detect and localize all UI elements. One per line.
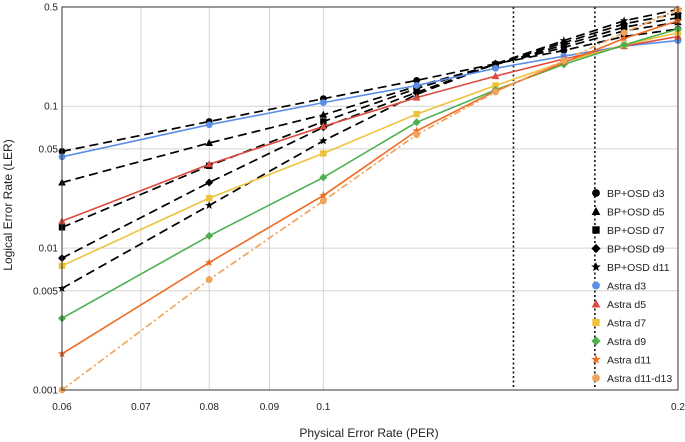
data-point-astra-d7 xyxy=(492,82,499,89)
legend-marker-astra-d3 xyxy=(592,281,600,290)
grid xyxy=(61,6,679,391)
legend-marker-bp-osd-d9 xyxy=(591,243,601,254)
legend-label-astra-d5: Astra d5 xyxy=(607,299,646,311)
data-point-bp-osd-d11 xyxy=(319,136,328,145)
x-tick-label: 0.07 xyxy=(131,402,151,413)
y-tick-label: 0.5 xyxy=(44,3,58,14)
data-point-astra-d9 xyxy=(412,118,421,127)
data-point-astra-d7 xyxy=(320,150,327,157)
legend-marker-astra-d11-d13 xyxy=(592,374,600,382)
x-tick-label: 0.1 xyxy=(316,402,330,413)
y-tick-label: 0.005 xyxy=(33,286,58,297)
series-line-astra-d5 xyxy=(61,35,679,222)
series-line-astra-d9 xyxy=(61,28,679,319)
legend-marker-astra-d9 xyxy=(591,336,601,346)
data-point-astra-d5 xyxy=(412,93,421,101)
series-lines xyxy=(61,8,679,391)
data-point-astra-d7 xyxy=(413,110,420,118)
data-point-astra-d11-d13 xyxy=(492,88,499,96)
legend-marker-astra-d5 xyxy=(591,299,601,308)
legend: BP+OSD d3 BP+OSD d5 BP+OSD d7 BP+OSD d9 BP+O… xyxy=(591,188,672,385)
legend-marker-bp-osd-d11 xyxy=(591,261,601,272)
x-tick-label: 0.08 xyxy=(199,402,219,413)
data-point-astra-d11 xyxy=(205,258,214,267)
data-point-bp-osd-d3 xyxy=(413,76,421,84)
legend-label-astra-d9: Astra d9 xyxy=(607,336,646,348)
data-point-bp-osd-d7 xyxy=(320,118,327,125)
data-point-astra-d3 xyxy=(492,64,499,72)
data-point-bp-osd-d5 xyxy=(205,139,213,147)
legend-marker-bp-osd-d3 xyxy=(592,189,600,197)
x-axis-title: Physical Error Rate (PER) xyxy=(299,426,438,440)
data-point-astra-d11 xyxy=(619,34,629,43)
data-point-astra-d7 xyxy=(205,194,213,202)
data-point-astra-d5 xyxy=(319,122,328,130)
data-point-astra-d11 xyxy=(412,126,421,135)
data-point-bp-osd-d9 xyxy=(620,19,629,28)
series-line-astra-d11-d13 xyxy=(61,8,679,391)
data-point-astra-d9 xyxy=(205,231,214,240)
x-tick-label: 0.2 xyxy=(671,402,685,413)
data-point-astra-d11-d13 xyxy=(413,131,421,139)
y-tick-label: 0.001 xyxy=(33,386,58,397)
data-point-astra-d9 xyxy=(319,173,328,182)
series-line-bp-osd-d9 xyxy=(61,12,679,259)
data-point-bp-osd-d5 xyxy=(319,110,328,118)
series-line-bp-osd-d7 xyxy=(61,16,679,229)
data-point-astra-d11-d13 xyxy=(319,197,327,205)
data-point-astra-d3 xyxy=(205,121,213,129)
series-line-bp-osd-d11 xyxy=(61,8,679,290)
data-point-astra-d5 xyxy=(491,72,500,80)
data-point-astra-d11-d13 xyxy=(620,29,628,37)
legend-label-astra-d3: Astra d3 xyxy=(607,280,646,292)
data-point-astra-d11 xyxy=(319,191,328,199)
data-point-bp-osd-d11 xyxy=(205,200,214,209)
data-point-bp-osd-d11 xyxy=(619,16,629,25)
data-point-astra-d9 xyxy=(620,40,629,49)
data-point-astra-d3 xyxy=(319,99,327,106)
data-point-bp-osd-d11 xyxy=(491,59,500,68)
data-point-astra-d11-d13 xyxy=(560,57,568,64)
y-tick-label: 0.01 xyxy=(39,244,59,255)
y-tick-label: 0.05 xyxy=(39,144,59,155)
data-point-bp-osd-d11 xyxy=(559,36,569,45)
x-tick-label: 0.09 xyxy=(260,402,280,413)
data-point-astra-d3 xyxy=(413,82,421,89)
y-axis-title: Logical Error Rate (LER) xyxy=(1,139,15,270)
legend-label-astra-d11: Astra d11 xyxy=(607,354,651,366)
legend-marker-astra-d7 xyxy=(592,318,600,327)
legend-marker-astra-d11 xyxy=(591,354,601,364)
series-markers xyxy=(57,5,683,394)
legend-label-bp-osd-d11: BP+OSD d11 xyxy=(607,262,670,274)
x-tick-labels: 0.06 0.07 0.08 0.09 0.1 0.2 xyxy=(52,402,685,413)
legend-marker-bp-osd-d5 xyxy=(591,206,601,215)
legend-label-bp-osd-d5: BP+OSD d5 xyxy=(607,206,665,218)
legend-marker-bp-osd-d7 xyxy=(592,226,600,234)
plot-frame xyxy=(61,6,679,391)
series-line-bp-osd-d3 xyxy=(61,28,679,153)
y-tick-labels: 0.001 0.005 0.01 0.05 0.1 0.5 xyxy=(33,3,58,397)
data-point-astra-d5 xyxy=(205,160,213,168)
series-line-astra-d11 xyxy=(61,20,679,355)
legend-label-bp-osd-d7: BP+OSD d7 xyxy=(607,225,665,237)
data-point-astra-d11-d13 xyxy=(205,276,213,283)
legend-label-bp-osd-d9: BP+OSD d9 xyxy=(607,243,665,255)
legend-label-astra-d11-d13: Astra d11-d13 xyxy=(607,373,672,385)
data-point-bp-osd-d9 xyxy=(205,178,214,187)
series-line-bp-osd-d5 xyxy=(61,21,679,184)
y-tick-label: 0.1 xyxy=(44,102,58,113)
legend-label-astra-d7: Astra d7 xyxy=(607,317,646,329)
x-tick-label: 0.06 xyxy=(52,402,72,413)
legend-label-bp-osd-d3: BP+OSD d3 xyxy=(607,188,665,200)
